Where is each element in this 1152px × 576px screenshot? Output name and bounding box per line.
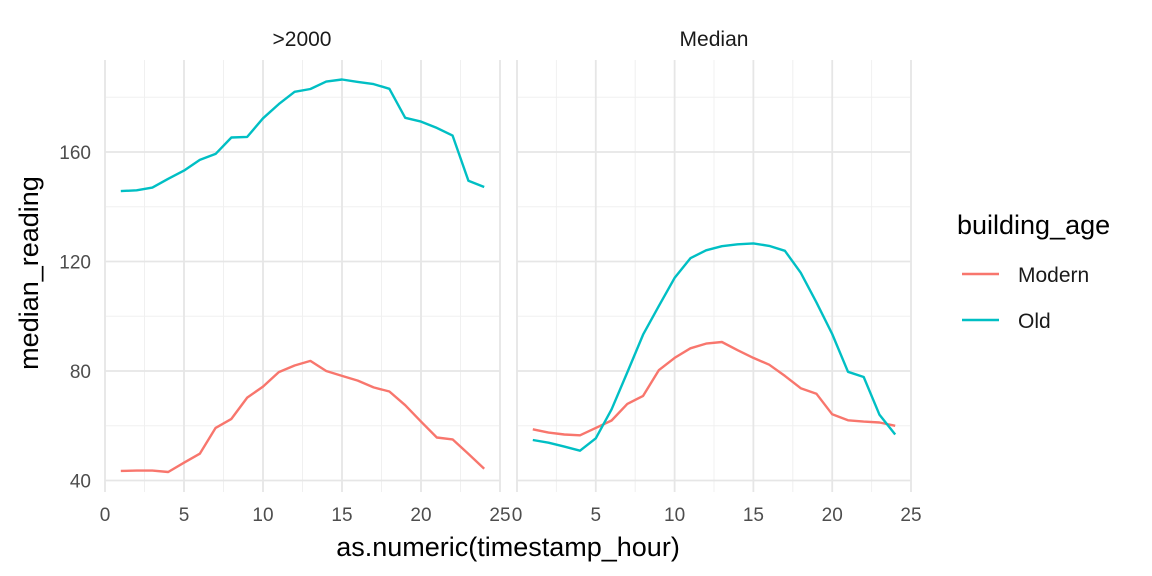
series-line-old xyxy=(120,78,485,193)
legend-label-modern: Modern xyxy=(1018,264,1089,287)
legend-label-old: Old xyxy=(1018,310,1051,333)
panel-right: 0 5 10 15 20 25 xyxy=(512,60,922,526)
x-tick-label: 10 xyxy=(664,505,685,526)
x-tick-label: 15 xyxy=(743,505,764,526)
x-tick-label: 25 xyxy=(900,505,921,526)
x-tick-label: 5 xyxy=(179,505,190,526)
x-tick-label: 20 xyxy=(410,505,431,526)
x-tick-label: 5 xyxy=(591,505,602,526)
panel-title-right: Median xyxy=(680,28,749,51)
legend-title: building_age xyxy=(957,210,1110,240)
y-axis-label: median_reading xyxy=(14,176,44,370)
legend: building_age Modern Old xyxy=(957,210,1110,333)
y-tick-label: 120 xyxy=(59,253,91,274)
x-tick-label: 25 xyxy=(489,505,510,526)
y-tick-label: 160 xyxy=(59,143,91,164)
y-tick-label: 40 xyxy=(70,472,91,493)
series-line-old xyxy=(532,242,897,452)
x-tick-label: 0 xyxy=(512,505,523,526)
panel-title-left: >2000 xyxy=(273,28,332,51)
x-tick-label: 0 xyxy=(100,505,111,526)
series-line-modern xyxy=(532,340,896,437)
x-tick-label: 15 xyxy=(331,505,352,526)
panel-left: 0 5 10 15 20 25 40 80 120 160 xyxy=(59,60,511,526)
series-line-modern xyxy=(120,359,486,474)
x-tick-label: 10 xyxy=(252,505,273,526)
x-axis-label: as.numeric(timestamp_hour) xyxy=(336,532,680,562)
y-tick-label: 80 xyxy=(70,362,91,383)
x-tick-label: 20 xyxy=(822,505,843,526)
